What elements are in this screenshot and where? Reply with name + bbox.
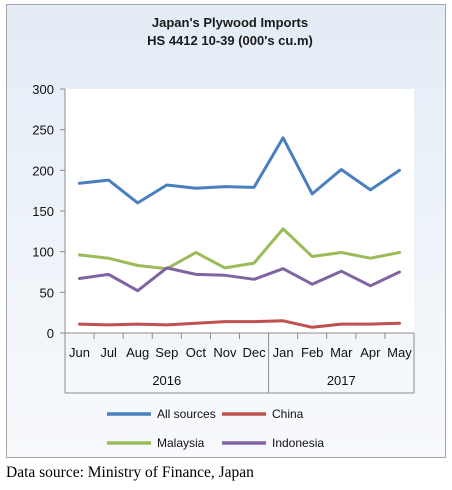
legend-label: China [272,407,304,421]
x-tick-label: Aug [126,345,149,360]
legend-label: Indonesia [272,436,324,450]
x-tick-label: May [387,345,412,360]
plot-area [65,89,414,333]
y-tick-label: 150 [32,204,54,219]
x-tick-label: Feb [301,345,323,360]
axes: 0 50 100 150 200 250 300 Jun Jul Aug Sep Oct Nov Dec J… [32,82,415,394]
legend: All sources China Malaysia Indonesia [107,407,324,450]
x-tick-label: Dec [242,345,266,360]
y-tick-label: 100 [32,245,54,260]
series-line-malaysia [78,227,401,271]
x-tick-label: Mar [330,345,353,360]
plot-series [78,136,401,329]
y-tick-label: 250 [32,123,54,138]
x-tick-label: Jan [273,345,294,360]
y-tick-label: 200 [32,163,54,178]
y-tick-label: 300 [32,82,54,97]
source-note: Data source: Ministry of Finance, Japan [6,464,254,481]
series-line-indonesia [78,266,401,293]
x-tick-label: Jul [100,345,117,360]
x-tick-label: Apr [360,345,381,360]
x-tick-label: Nov [213,345,237,360]
chart-panel: Japan's Plywood Imports HS 4412 10-39 (0… [6,4,446,458]
x-tick-label: Sep [155,345,178,360]
y-tick-label: 0 [47,326,54,341]
year-label: 2016 [152,373,181,388]
chart-title: Japan's Plywood Imports [152,15,308,30]
legend-label: Malaysia [157,436,205,450]
x-tick-label: Oct [186,345,207,360]
series-line-all-sources [78,136,401,205]
x-tick-label: Jun [69,345,90,360]
line-chart: Japan's Plywood Imports HS 4412 10-39 (0… [32,15,415,450]
series-line-china [78,319,401,329]
year-label: 2017 [327,373,356,388]
y-tick-label: 50 [40,285,54,300]
chart-subtitle: HS 4412 10-39 (000's cu.m) [147,33,313,48]
legend-label: All sources [157,407,216,421]
